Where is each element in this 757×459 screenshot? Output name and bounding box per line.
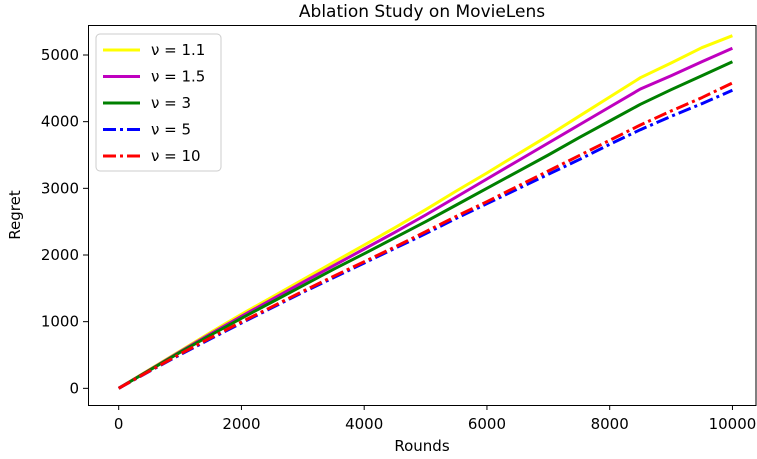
y-tick-label: 1000 xyxy=(41,313,79,331)
chart-title: Ablation Study on MovieLens xyxy=(299,2,545,22)
y-tick-label: 0 xyxy=(69,379,79,397)
legend-box xyxy=(95,33,222,172)
x-tick-label: 0 xyxy=(114,415,124,433)
x-tick-label: 6000 xyxy=(468,415,506,433)
legend-label: ν = 1.1 xyxy=(151,41,205,59)
x-axis-label: Rounds xyxy=(394,437,449,455)
ticks-layer: 0 2000 4000 6000 8000 10000 0 1000 2000 3000 4000 5… xyxy=(41,46,756,433)
plot-frame xyxy=(88,25,757,406)
y-tick-label: 5000 xyxy=(41,46,79,64)
y-tick-label: 4000 xyxy=(41,113,79,131)
legend-label: ν = 10 xyxy=(151,147,201,165)
series-line-3 xyxy=(117,60,734,390)
x-tick-label: 4000 xyxy=(345,415,383,433)
legend-label: ν = 3 xyxy=(151,94,191,112)
legend-label: ν = 1.5 xyxy=(151,68,205,86)
series-layer xyxy=(117,34,734,390)
x-tick-label: 10000 xyxy=(709,415,757,433)
series-line-5 xyxy=(117,81,734,390)
series-line-4 xyxy=(117,88,734,390)
y-tick-label: 2000 xyxy=(41,246,79,264)
y-axis-label: Regret xyxy=(6,190,24,240)
x-tick-label: 8000 xyxy=(591,415,629,433)
legend: ν = 1.1 ν = 1.5 ν = 3 ν = 5 ν = 10 xyxy=(95,33,222,172)
y-tick-label: 3000 xyxy=(41,179,79,197)
legend-label: ν = 5 xyxy=(151,121,191,139)
x-tick-label: 2000 xyxy=(222,415,260,433)
